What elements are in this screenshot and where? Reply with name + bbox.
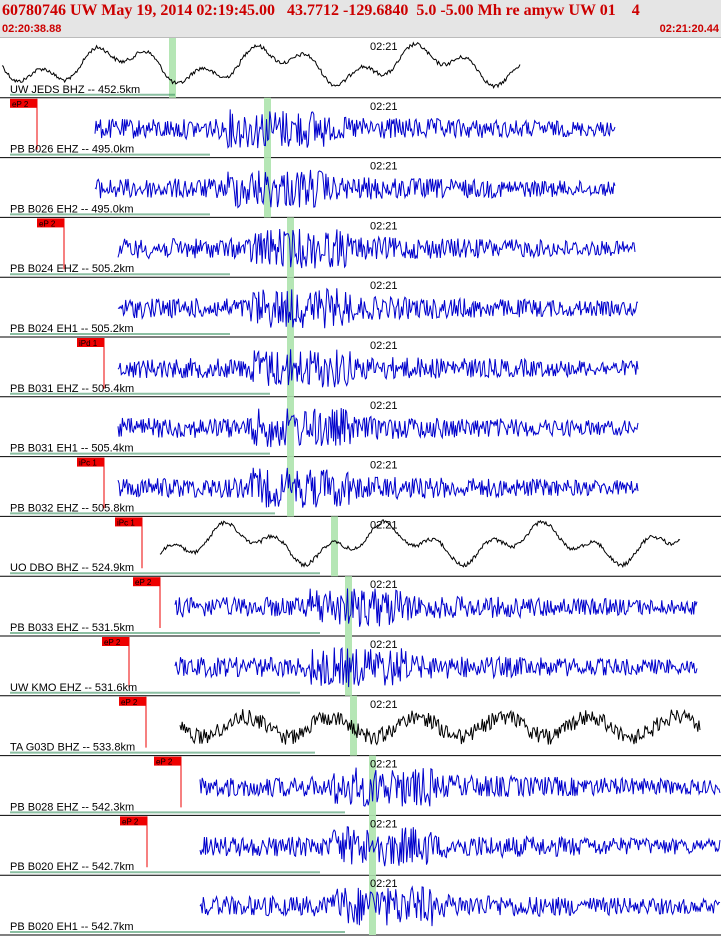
minute-tick-label: 02:21 bbox=[370, 818, 398, 830]
phase-pick-label: eP 2 bbox=[12, 100, 29, 109]
phase-pick-flag bbox=[102, 637, 129, 646]
station-label: PB B031 EHZ -- 505.4km bbox=[10, 383, 134, 395]
trace-row: 02:21 eP 2 UW KMO EHZ -- 531.6km bbox=[0, 636, 721, 697]
arrival-marker bbox=[287, 277, 294, 337]
minute-tick-label: 02:21 bbox=[370, 220, 398, 232]
station-label: UO DBO BHZ -- 524.9km bbox=[10, 562, 134, 574]
station-label: PB B026 EHZ -- 495.0km bbox=[10, 144, 134, 156]
trace-row: 02:21 eP 2 PB B024 EHZ -- 505.2km bbox=[0, 217, 721, 278]
arrival-marker bbox=[264, 97, 271, 158]
phase-pick-flag bbox=[77, 338, 104, 347]
phase-pick-label: iPc 1 bbox=[117, 518, 135, 527]
phase-pick-label: eP 2 bbox=[135, 578, 152, 587]
arrival-marker bbox=[331, 516, 338, 577]
minute-tick-label: 02:21 bbox=[370, 161, 398, 173]
record-header: 60780746 UW May 19, 2014 02:19:45.00 43.… bbox=[0, 0, 721, 38]
waveform bbox=[117, 467, 639, 508]
minute-tick-label: 02:21 bbox=[370, 280, 398, 292]
station-label: TA G03D BHZ -- 533.8km bbox=[10, 742, 135, 754]
minute-tick-label: 02:21 bbox=[370, 101, 398, 113]
waveform bbox=[199, 826, 721, 867]
station-label: UW JEDS BHZ -- 452.5km bbox=[10, 84, 140, 96]
waveform bbox=[159, 519, 681, 568]
phase-pick-label: iPd 1 bbox=[79, 339, 98, 348]
station-label: PB B028 EHZ -- 542.3km bbox=[10, 801, 134, 813]
phase-pick-flag bbox=[115, 517, 142, 527]
minute-tick-label: 02:21 bbox=[370, 759, 398, 771]
minute-tick-label: 02:21 bbox=[370, 519, 398, 531]
trace-row: 02:21 eP 2 PB B033 EHZ -- 531.5km bbox=[0, 576, 721, 637]
waveform bbox=[199, 885, 721, 927]
station-label: PB B024 EHZ -- 505.2km bbox=[10, 263, 134, 275]
waveform bbox=[94, 169, 616, 209]
phase-pick-flag bbox=[119, 696, 146, 706]
phase-pick-flag bbox=[120, 816, 147, 826]
trace-row: 02:21 UW JEDS BHZ -- 452.5km bbox=[0, 38, 721, 99]
waveform bbox=[179, 709, 701, 746]
phase-pick-flag bbox=[133, 577, 160, 587]
trace-row: 02:21 PB B026 EH2 -- 495.0km bbox=[0, 157, 721, 218]
phase-pick-label: eP 2 bbox=[122, 817, 139, 826]
waveform bbox=[117, 407, 639, 448]
trace-row: 02:21 eP 2 TA G03D BHZ -- 533.8km bbox=[0, 695, 721, 757]
phase-pick-label: iPc 1 bbox=[79, 459, 97, 468]
trace-row: 02:21 PB B031 EH1 -- 505.4km bbox=[0, 396, 721, 458]
waveform bbox=[117, 349, 639, 388]
trace-row: 02:21 eP 2 PB B026 EHZ -- 495.0km bbox=[0, 97, 721, 159]
arrival-marker bbox=[345, 636, 352, 696]
waveform bbox=[117, 228, 636, 269]
trace-row: 02:21 iPc 1 UO DBO BHZ -- 524.9km bbox=[0, 516, 721, 577]
trace-row: 02:21 PB B024 EH1 -- 505.2km bbox=[0, 277, 721, 338]
arrival-marker bbox=[369, 875, 376, 935]
arrival-marker bbox=[287, 396, 294, 457]
minute-tick-label: 02:21 bbox=[370, 639, 398, 651]
minute-tick-label: 02:21 bbox=[370, 579, 398, 591]
minute-tick-label: 02:21 bbox=[370, 460, 398, 472]
window-start-time: 02:20:38.88 bbox=[2, 23, 62, 35]
trace-row: 02:21 iPc 1 PB B032 EHZ -- 505.8km bbox=[0, 456, 721, 517]
phase-pick-label: eP 2 bbox=[104, 638, 121, 647]
waveform bbox=[174, 646, 698, 688]
phase-pick-flag bbox=[37, 218, 64, 228]
minute-tick-label: 02:21 bbox=[370, 400, 398, 412]
station-label: PB B026 EH2 -- 495.0km bbox=[10, 203, 134, 215]
waveform bbox=[117, 287, 639, 329]
station-label: PB B020 EHZ -- 542.7km bbox=[10, 861, 134, 873]
station-label: PB B024 EH1 -- 505.2km bbox=[10, 323, 134, 335]
station-label: PB B032 EHZ -- 505.8km bbox=[10, 502, 134, 514]
station-label: UW KMO EHZ -- 531.6km bbox=[10, 682, 137, 694]
station-label: PB B031 EH1 -- 505.4km bbox=[10, 443, 134, 455]
minute-tick-label: 02:21 bbox=[370, 340, 398, 352]
trace-row: 02:21 eP 2 PB B028 EHZ -- 542.3km bbox=[0, 755, 721, 816]
waveform bbox=[1, 41, 521, 89]
window-end-time: 02:21:20.44 bbox=[659, 23, 719, 35]
trace-row: 02:21 iPd 1 PB B031 EHZ -- 505.4km bbox=[0, 337, 721, 398]
arrival-marker bbox=[369, 755, 376, 816]
phase-pick-flag bbox=[77, 457, 104, 467]
phase-pick-label: eP 2 bbox=[121, 698, 138, 707]
phase-pick-flag bbox=[10, 98, 37, 108]
minute-tick-label: 02:21 bbox=[370, 699, 398, 711]
trace-row: 02:21 eP 2 PB B020 EHZ -- 542.7km bbox=[0, 815, 721, 876]
arrival-marker bbox=[169, 38, 176, 98]
station-label: PB B033 EHZ -- 531.5km bbox=[10, 622, 134, 634]
arrival-marker bbox=[369, 815, 376, 876]
minute-tick-label: 02:21 bbox=[370, 41, 398, 53]
phase-pick-label: eP 2 bbox=[156, 758, 173, 767]
minute-tick-label: 02:21 bbox=[370, 878, 398, 890]
arrival-marker bbox=[264, 157, 271, 218]
trace-row: 02:21 PB B020 EH1 -- 542.7km bbox=[0, 875, 721, 936]
waveform bbox=[174, 588, 698, 627]
phase-pick-flag bbox=[154, 756, 181, 766]
waveform bbox=[199, 767, 721, 807]
station-label: PB B020 EH1 -- 542.7km bbox=[10, 921, 134, 933]
arrival-marker bbox=[287, 217, 294, 278]
waveform bbox=[94, 109, 616, 149]
event-title: 60780746 UW May 19, 2014 02:19:45.00 43.… bbox=[2, 2, 640, 19]
phase-pick-label: eP 2 bbox=[39, 219, 56, 228]
arrival-marker bbox=[287, 337, 294, 397]
